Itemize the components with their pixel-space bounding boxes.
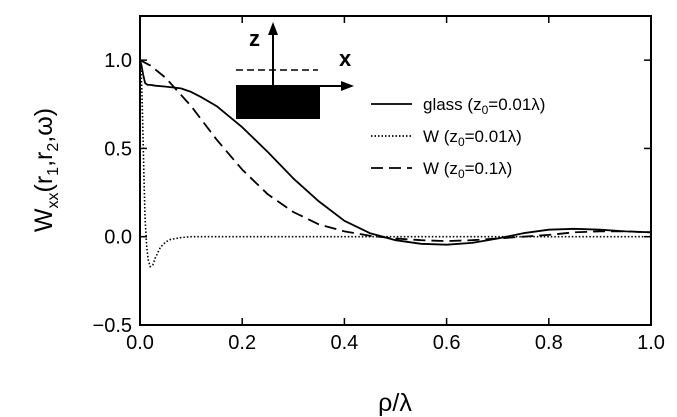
x-tick-label: 0.6: [433, 332, 461, 354]
x-tick-label: 1.0: [637, 332, 665, 354]
x-tick-label: 0.4: [330, 332, 358, 354]
legend-label-text: glass (z: [423, 95, 482, 114]
legend-label-1: glass (z0=0.01λ): [423, 95, 545, 117]
inset-x-arrowhead: [341, 81, 354, 91]
x-tick-label: 0.2: [228, 332, 256, 354]
series-line-1: [139, 59, 652, 246]
x-axis-title: ρ/λ: [378, 389, 412, 417]
y-axis-title-end: ,ω): [30, 108, 58, 143]
series-line-3: [139, 59, 652, 243]
y-axis-title-sub1: 1: [45, 167, 62, 176]
legend-label-subscript: 0: [458, 167, 465, 181]
x-tick-label: 0.0: [126, 332, 154, 354]
y-axis-title-mid: ,r: [30, 152, 58, 167]
legend-label-text: =0.01λ): [465, 127, 522, 146]
y-tick-label: 0.0: [104, 227, 132, 249]
inset-z-arrowhead: [268, 22, 278, 35]
legend-label-2: W (z0=0.01λ): [423, 127, 522, 149]
legend-label-text: =0.1λ): [465, 159, 513, 178]
inset-x-label: x: [339, 46, 352, 71]
y-axis-title-sub: xx: [45, 192, 62, 208]
y-tick-label: 1.0: [104, 50, 132, 72]
legend-label-3: W (z0=0.1λ): [423, 159, 512, 181]
legend-label-text: W (z: [423, 127, 458, 146]
series-line-2: [139, 59, 651, 268]
ticks: 0.0 0.2 0.4 0.6 0.8 1.0−0.50.00.51.0: [93, 16, 665, 354]
y-axis-title-main: W: [30, 208, 58, 232]
inset-block: [236, 85, 320, 119]
y-axis-title-sub2: 2: [45, 143, 62, 152]
x-tick-label: 0.8: [535, 332, 563, 354]
legend-label-text: =0.01λ): [488, 95, 545, 114]
plot-frame: [139, 15, 652, 326]
plot-area: [139, 59, 652, 268]
inset-z-label: z: [249, 26, 260, 51]
legend-label-subscript: 0: [482, 103, 489, 117]
y-tick-label: −0.5: [93, 315, 132, 337]
y-axis-title-args: (r: [30, 176, 58, 193]
y-tick-label: 0.5: [104, 138, 132, 160]
inset-diagram: z x: [236, 22, 354, 119]
legend-label-text: W (z: [423, 159, 458, 178]
legend: glass (z0=0.01λ)W (z0=0.01λ)W (z0=0.1λ): [371, 95, 545, 181]
legend-label-subscript: 0: [458, 135, 465, 149]
y-axis-title: Wxx(r1,r2,ω): [30, 108, 62, 232]
